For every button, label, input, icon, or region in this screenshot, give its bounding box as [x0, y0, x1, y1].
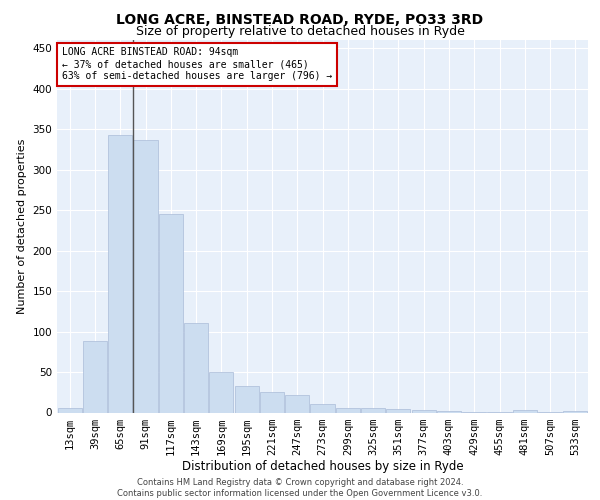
- Bar: [260, 392, 284, 412]
- Bar: [159, 214, 183, 412]
- Y-axis label: Number of detached properties: Number of detached properties: [17, 138, 27, 314]
- Bar: [209, 372, 233, 412]
- Text: Size of property relative to detached houses in Ryde: Size of property relative to detached ho…: [136, 25, 464, 38]
- Bar: [184, 324, 208, 412]
- Bar: [310, 404, 335, 412]
- Text: LONG ACRE BINSTEAD ROAD: 94sqm
← 37% of detached houses are smaller (465)
63% of: LONG ACRE BINSTEAD ROAD: 94sqm ← 37% of …: [62, 48, 332, 80]
- Bar: [58, 408, 82, 412]
- Text: Contains HM Land Registry data © Crown copyright and database right 2024.
Contai: Contains HM Land Registry data © Crown c…: [118, 478, 482, 498]
- X-axis label: Distribution of detached houses by size in Ryde: Distribution of detached houses by size …: [182, 460, 463, 473]
- Bar: [563, 411, 587, 412]
- Bar: [437, 411, 461, 412]
- Text: LONG ACRE, BINSTEAD ROAD, RYDE, PO33 3RD: LONG ACRE, BINSTEAD ROAD, RYDE, PO33 3RD: [116, 12, 484, 26]
- Bar: [412, 410, 436, 412]
- Bar: [108, 134, 132, 412]
- Bar: [513, 410, 537, 412]
- Bar: [386, 410, 410, 412]
- Bar: [285, 396, 309, 412]
- Bar: [133, 140, 158, 412]
- Bar: [361, 408, 385, 412]
- Bar: [336, 408, 360, 412]
- Bar: [83, 341, 107, 412]
- Bar: [235, 386, 259, 412]
